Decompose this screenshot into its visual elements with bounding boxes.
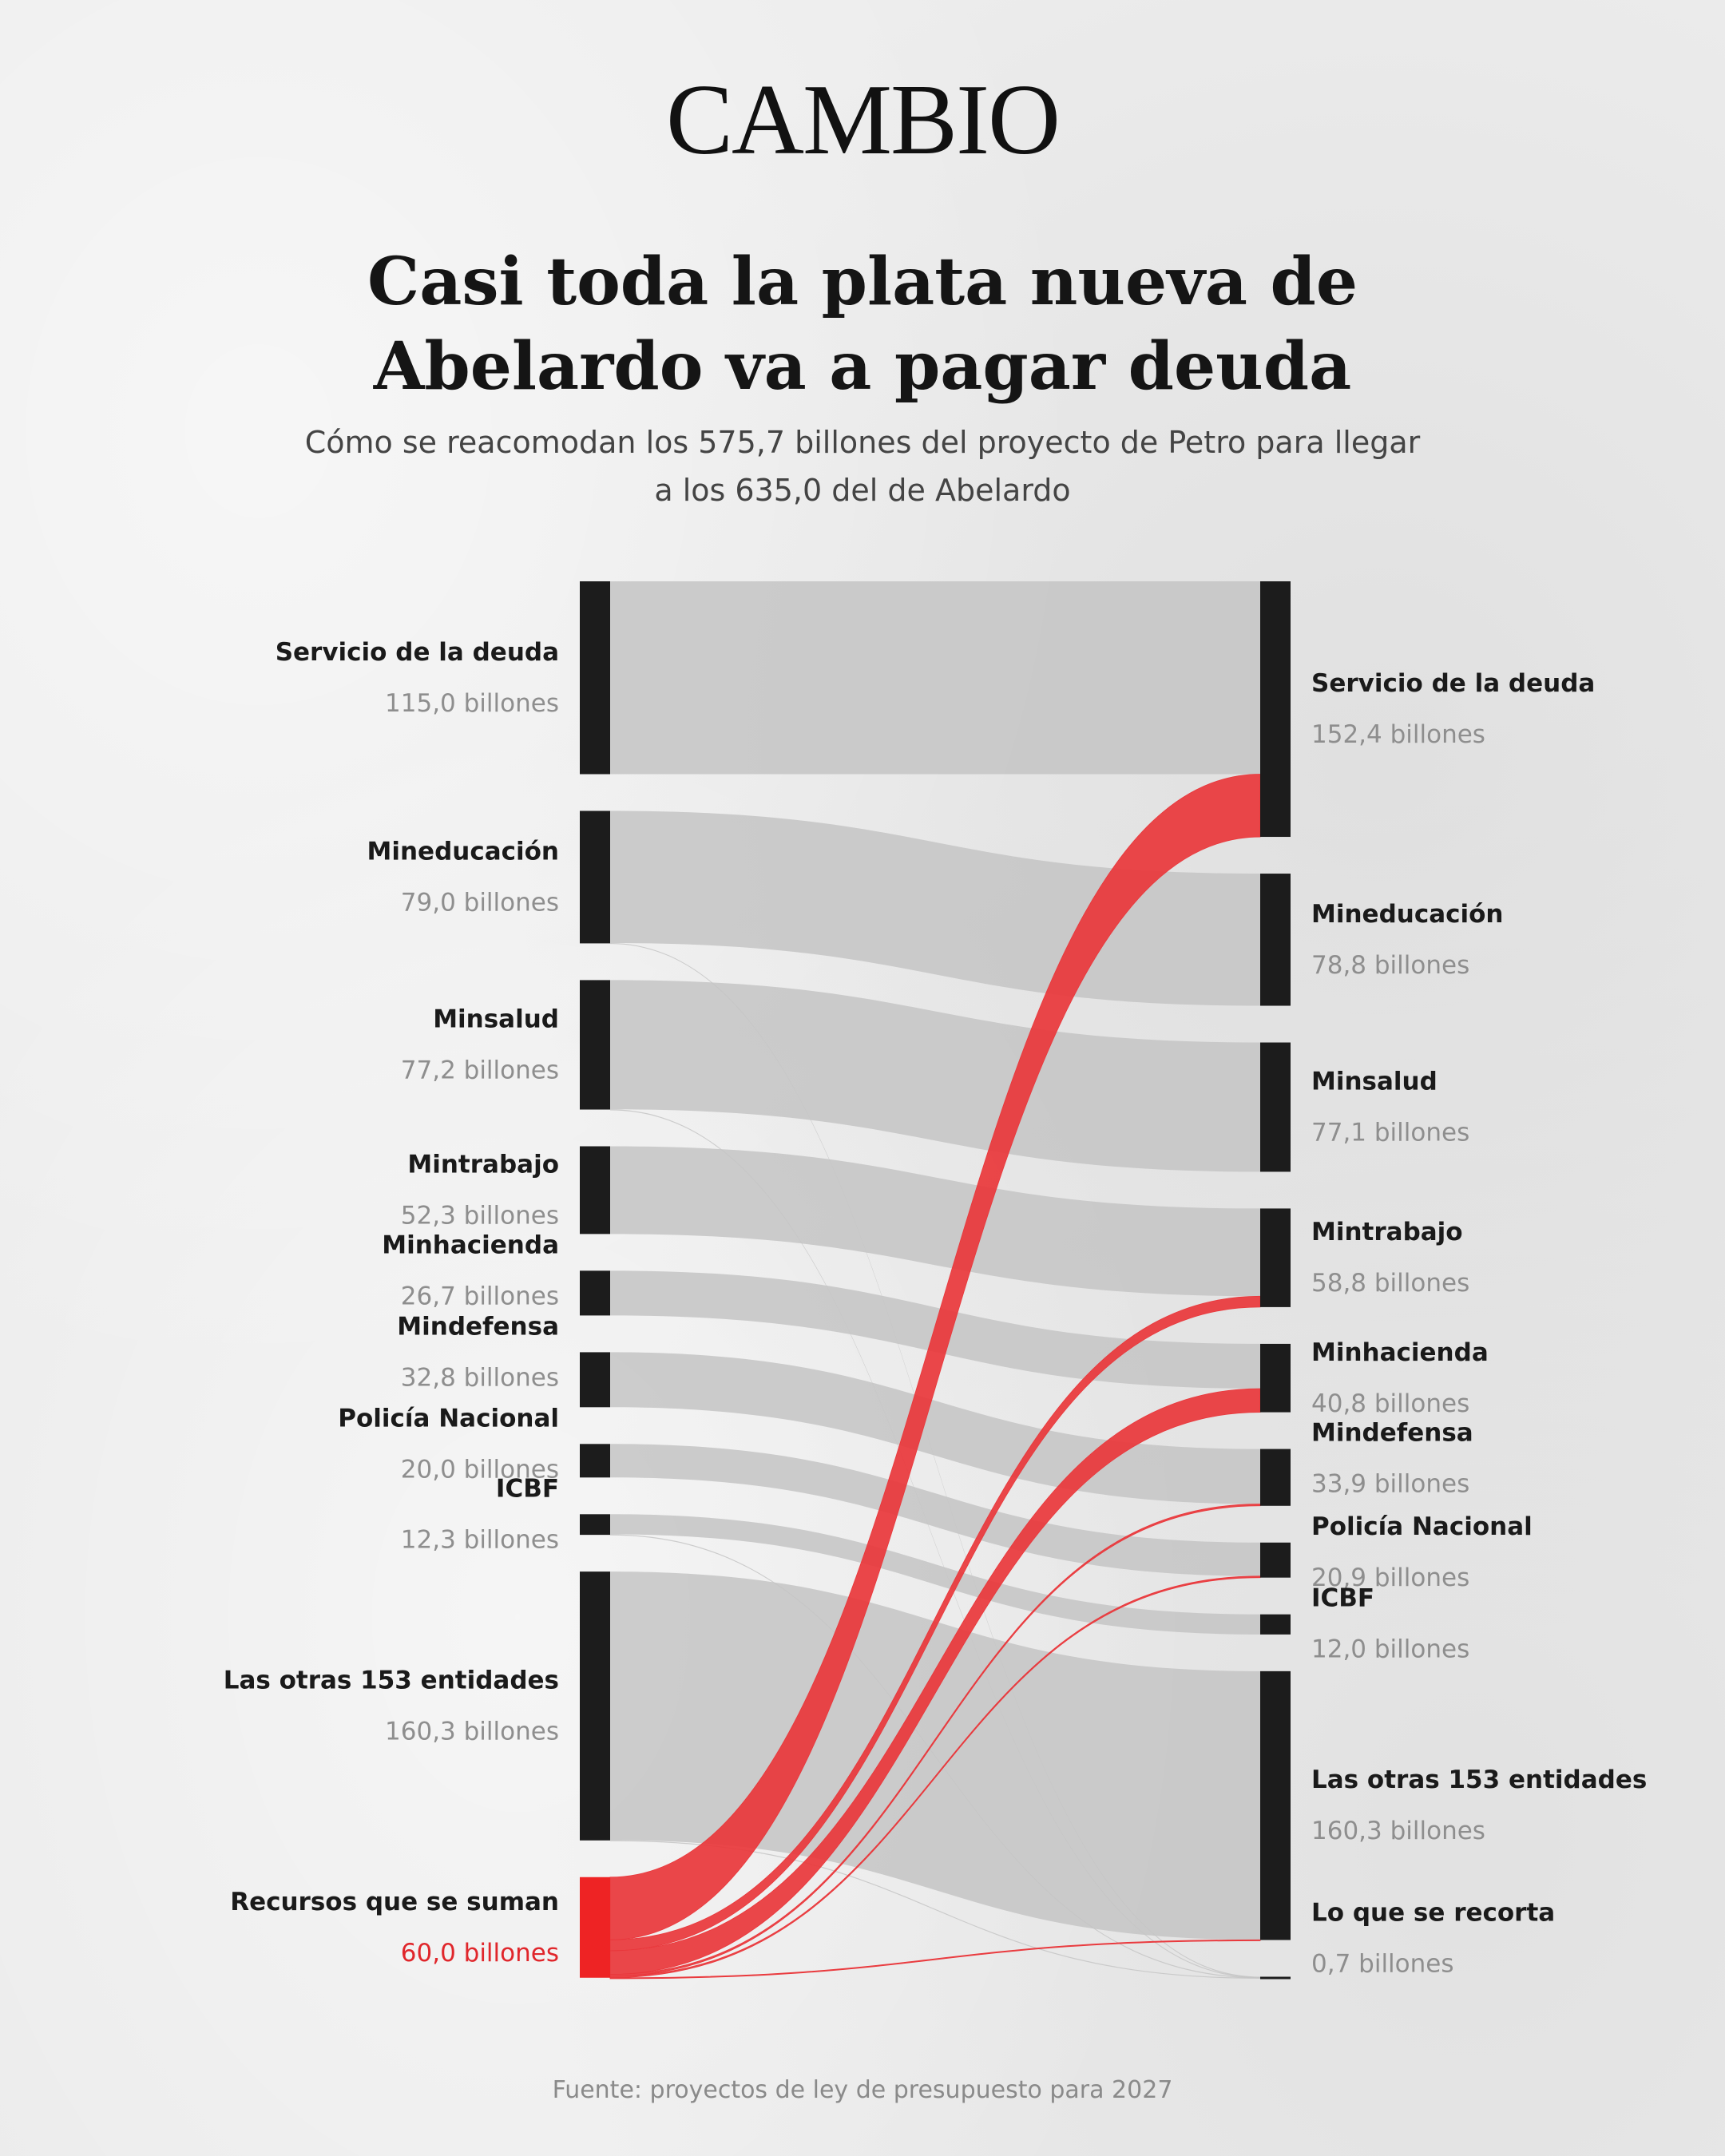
left-label-defensa: Mindefensa (397, 1312, 559, 1341)
flow-otras-to-recorta (610, 1840, 1260, 1979)
right-value-deuda: 152,4 billones (1311, 720, 1485, 749)
left-node-otras (580, 1571, 610, 1841)
right-node-defensa (1260, 1449, 1291, 1506)
left-value-policia: 20,0 billones (401, 1455, 559, 1484)
left-value-otras: 160,3 billones (385, 1717, 559, 1746)
flow-deuda-to-deuda (610, 581, 1260, 775)
flow-trabajo-to-trabajo (610, 1146, 1260, 1297)
right-label-otras: Las otras 153 entidades (1311, 1766, 1647, 1794)
right-label-icbf: ICBF (1311, 1584, 1374, 1613)
right-value-icbf: 12,0 billones (1311, 1635, 1469, 1664)
cambio-logo: CAMBIO (665, 65, 1061, 176)
right-node-recorta (1260, 1976, 1291, 1980)
left-value-hacienda: 26,7 billones (401, 1282, 559, 1310)
left-node-educ (580, 810, 610, 944)
right-value-recorta: 0,7 billones (1311, 1950, 1454, 1979)
left-node-icbf (580, 1514, 610, 1536)
right-value-educ: 78,8 billones (1311, 951, 1469, 980)
left-node-defensa (580, 1352, 610, 1408)
right-node-policia (1260, 1542, 1291, 1578)
left-label-trabajo: Mintrabajo (407, 1150, 559, 1179)
left-node-trabajo (580, 1146, 610, 1235)
sankey-nodes (580, 581, 1291, 1980)
left-value-suman: 60,0 billones (401, 1939, 559, 1968)
left-label-icbf: ICBF (496, 1474, 559, 1503)
right-label-educ: Mineducación (1311, 900, 1504, 929)
flow-salud-to-salud (610, 980, 1260, 1172)
flow-educ-to-recorta (610, 942, 1260, 1978)
chart-subtitle: Cómo se reacomodan los 575,7 billones de… (304, 425, 1421, 508)
right-node-icbf (1260, 1614, 1291, 1635)
left-node-policia (580, 1444, 610, 1478)
left-node-salud (580, 980, 610, 1110)
right-node-deuda (1260, 581, 1291, 838)
left-label-educ: Mineducación (367, 837, 560, 866)
flow-icbf-to-icbf (610, 1514, 1260, 1635)
left-node-deuda (580, 581, 610, 775)
right-label-hacienda: Minhacienda (1311, 1338, 1489, 1367)
left-value-icbf: 12,3 billones (401, 1525, 559, 1554)
flow-otras-to-otras (610, 1571, 1260, 1940)
right-value-defensa: 33,9 billones (1311, 1470, 1469, 1499)
left-node-hacienda (580, 1270, 610, 1316)
right-node-hacienda (1260, 1343, 1291, 1413)
right-node-educ (1260, 874, 1291, 1006)
left-value-deuda: 115,0 billones (385, 689, 559, 718)
right-label-trabajo: Mintrabajo (1311, 1218, 1463, 1246)
right-value-otras: 160,3 billones (1311, 1817, 1485, 1845)
left-label-deuda: Servicio de la deuda (276, 638, 559, 667)
left-label-salud: Minsalud (433, 1005, 559, 1033)
flow-educ-to-educ (610, 810, 1260, 1006)
left-label-policia: Policía Nacional (338, 1404, 559, 1433)
right-node-trabajo (1260, 1208, 1291, 1307)
flow-suman-to-otras (609, 1939, 1261, 1980)
right-label-policia: Policía Nacional (1311, 1512, 1533, 1541)
sankey-flows (609, 581, 1261, 1980)
right-node-otras (1260, 1671, 1291, 1940)
right-value-policia: 20,9 billones (1311, 1563, 1469, 1592)
left-node-suman (580, 1877, 610, 1978)
right-value-hacienda: 40,8 billones (1311, 1389, 1469, 1418)
sankey-labels: Servicio de la deuda 115,0 billones Minedu… (224, 638, 1648, 1979)
flow-salud-to-recorta (610, 1109, 1260, 1979)
left-value-educ: 79,0 billones (401, 888, 559, 917)
right-node-salud (1260, 1042, 1291, 1172)
source-note: Fuente: proyectos de ley de presupuesto … (552, 2076, 1173, 2104)
chart-title: Casi toda la plata nueva de Abelardo va … (367, 244, 1358, 405)
left-value-defensa: 32,8 billones (401, 1363, 559, 1392)
left-label-suman: Recursos que se suman (230, 1888, 559, 1916)
left-value-trabajo: 52,3 billones (401, 1201, 559, 1230)
right-value-salud: 77,1 billones (1311, 1118, 1469, 1147)
left-label-otras: Las otras 153 entidades (224, 1666, 559, 1694)
right-label-salud: Minsalud (1311, 1067, 1438, 1096)
right-label-recorta: Lo que se recorta (1311, 1899, 1555, 1928)
right-label-defensa: Mindefensa (1311, 1419, 1473, 1448)
right-value-trabajo: 58,8 billones (1311, 1269, 1469, 1298)
left-value-salud: 77,2 billones (401, 1056, 559, 1084)
left-label-hacienda: Minhacienda (382, 1231, 559, 1259)
flow-policia-to-policia (610, 1444, 1260, 1576)
right-label-deuda: Servicio de la deuda (1311, 669, 1595, 698)
